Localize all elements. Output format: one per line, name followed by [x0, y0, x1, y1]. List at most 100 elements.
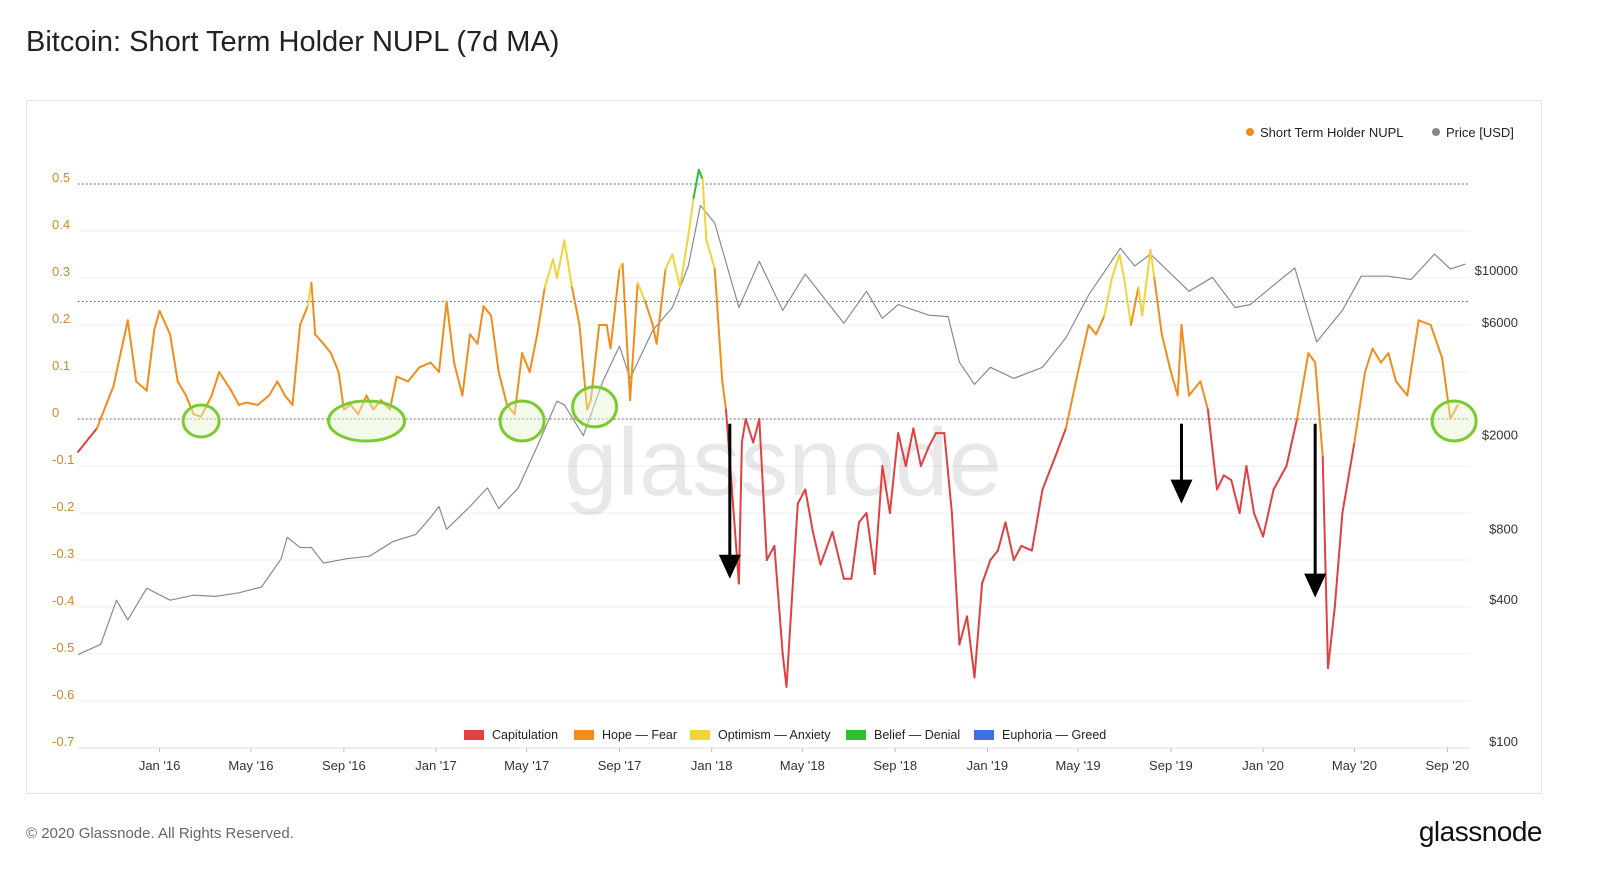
- nupl-segment: [1103, 277, 1113, 317]
- x-tick-label: May '20: [1332, 758, 1377, 773]
- nupl-segment: [135, 380, 148, 392]
- x-tick-label: Jan '16: [139, 758, 181, 773]
- nupl-segment: [831, 530, 845, 580]
- nupl-segment: [536, 286, 546, 336]
- nupl-segment: [1020, 544, 1033, 552]
- nupl-segment: [210, 371, 221, 397]
- nupl-segment: [563, 239, 573, 289]
- nupl-segment: [773, 544, 784, 655]
- nupl-segment: [418, 361, 432, 369]
- nupl-segment: [299, 305, 309, 326]
- right-tick-label: $100: [1489, 734, 1518, 749]
- nupl-segment: [1123, 277, 1132, 326]
- nupl-segment: [621, 262, 632, 402]
- nupl-series: [77, 168, 1459, 688]
- nupl-segment: [744, 418, 755, 444]
- nupl-segment: [1160, 333, 1172, 373]
- nupl-segment: [765, 544, 776, 561]
- nupl-segment: [1216, 474, 1225, 491]
- nupl-segment: [429, 361, 440, 373]
- nupl-segment: [981, 559, 992, 585]
- nupl-segment: [1137, 286, 1144, 317]
- left-tick-label: 0.3: [52, 264, 70, 279]
- x-tick-label: Sep '17: [598, 758, 642, 773]
- nupl-segment: [1296, 352, 1310, 420]
- nupl-segment: [571, 286, 581, 326]
- nupl-segment: [737, 441, 743, 585]
- nupl-segment: [687, 197, 695, 237]
- annotations: [181, 385, 1478, 598]
- left-tick-label: -0.3: [52, 546, 74, 561]
- nupl-segment: [701, 178, 708, 242]
- nupl-segment: [740, 418, 747, 444]
- nupl-segment: [629, 281, 639, 402]
- nupl-segment: [927, 432, 937, 449]
- nupl-segment: [664, 253, 674, 270]
- nupl-segment: [1041, 455, 1057, 491]
- nupl-segment: [552, 258, 558, 279]
- left-tick-label: -0.6: [52, 687, 74, 702]
- nupl-segment: [543, 258, 555, 289]
- x-tick-label: Jan '20: [1242, 758, 1284, 773]
- legend-bottom-label: Optimism — Anxiety: [718, 728, 831, 742]
- nupl-segment: [1153, 277, 1163, 336]
- legends: Short Term Holder NUPL Price [USD] Capitul…: [464, 125, 1514, 742]
- nupl-segment: [469, 333, 479, 345]
- nupl-segment: [476, 305, 485, 345]
- x-tick-label: May '16: [228, 758, 273, 773]
- nupl-segment: [1180, 324, 1190, 397]
- nupl-segment: [1012, 544, 1023, 561]
- nupl-segment: [644, 300, 654, 326]
- nupl-segment: [176, 380, 187, 397]
- left-tick-label: 0.2: [52, 311, 70, 326]
- nupl-segment: [1387, 352, 1397, 383]
- nupl-segment: [342, 403, 352, 411]
- nupl-segment: [1307, 352, 1317, 364]
- nupl-segment: [256, 394, 271, 406]
- brand-logo: glassnode: [1418, 816, 1543, 847]
- nupl-segment: [578, 324, 589, 411]
- nupl-segment: [796, 488, 807, 505]
- nupl-segment: [651, 324, 658, 345]
- nupl-segment: [752, 418, 761, 444]
- nupl-segment: [950, 512, 961, 646]
- highlight-circle: [1430, 399, 1478, 443]
- nupl-segment: [276, 380, 286, 397]
- x-axis-ticks: Jan '16 May '16 Sep '16 Jan '17 May '17 Sep '…: [139, 748, 1469, 773]
- nupl-segment: [153, 309, 161, 331]
- nupl-segment: [873, 465, 884, 576]
- nupl-segment: [1395, 380, 1409, 397]
- nupl-segment: [973, 582, 984, 679]
- nupl-segment: [1169, 371, 1179, 397]
- nupl-segment: [1262, 488, 1275, 538]
- right-tick-label: $10000: [1475, 263, 1518, 278]
- nupl-segment: [1327, 606, 1336, 670]
- nupl-segment: [1129, 286, 1140, 326]
- highlight-circle: [181, 403, 221, 439]
- nupl-segment: [192, 413, 203, 418]
- nupl-segment: [283, 394, 294, 406]
- nupl-segment: [1429, 324, 1444, 359]
- nupl-segment: [1364, 347, 1374, 373]
- arrow-head: [1304, 573, 1327, 598]
- left-tick-label: 0.5: [52, 170, 70, 185]
- legend-bottom-label: Hope — Fear: [602, 728, 677, 742]
- nupl-segment: [713, 267, 724, 383]
- nupl-segment: [349, 403, 360, 416]
- legend-swatch: [464, 730, 484, 740]
- nupl-segment: [850, 521, 860, 580]
- nupl-segment: [310, 281, 317, 336]
- watermark-layer: glassnode: [564, 409, 1002, 516]
- left-tick-label: -0.7: [52, 734, 74, 749]
- nupl-segment: [705, 239, 716, 270]
- nupl-segment: [904, 427, 915, 467]
- nupl-segment: [966, 615, 976, 679]
- nupl-segment: [1321, 455, 1329, 670]
- nupl-segment: [785, 502, 799, 688]
- nupl-segment: [1149, 248, 1156, 279]
- nupl-segment: [482, 305, 493, 317]
- nupl-segment: [1111, 253, 1121, 279]
- price-series: [77, 204, 1466, 656]
- legend-swatch: [690, 730, 710, 740]
- left-tick-label: -0.5: [52, 640, 74, 655]
